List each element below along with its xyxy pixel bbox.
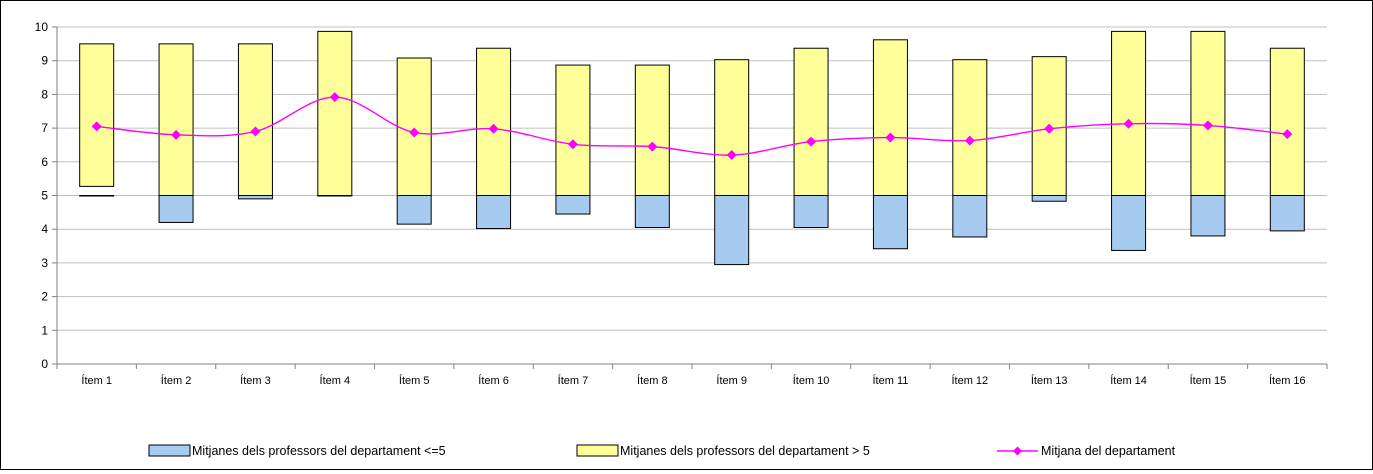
y-axis-ticks: 0 1 2 3 4 5 6 7 8 9 10 (35, 20, 57, 371)
average-point[interactable] (91, 121, 102, 132)
legend-label-average: Mitjana del departament (1041, 444, 1176, 458)
bar-high[interactable] (952, 59, 988, 197)
x-tick-label: Ítem 4 (320, 374, 351, 387)
legend: Mitjanes dels professors del departament… (148, 444, 1176, 458)
average-point[interactable] (1123, 118, 1134, 129)
bar-low[interactable] (1190, 195, 1226, 237)
average-point[interactable] (885, 132, 896, 143)
series-low-bars (79, 195, 1305, 266)
y-tick-label: 9 (41, 54, 48, 68)
average-point[interactable] (567, 139, 578, 150)
x-tick-label: Ítem 12 (951, 374, 988, 387)
bar-high[interactable] (1190, 30, 1226, 197)
bar-low[interactable] (79, 195, 115, 197)
x-tick-label: Ítem 10 (793, 374, 830, 387)
bar-low[interactable] (1031, 195, 1067, 202)
average-point[interactable] (806, 136, 817, 147)
bar-low[interactable] (952, 195, 988, 238)
x-tick-label: Ítem 16 (1269, 374, 1306, 387)
bar-low[interactable] (237, 195, 273, 200)
x-tick-label: Ítem 5 (399, 374, 430, 387)
bar-low[interactable] (872, 195, 908, 250)
x-tick-label: Ítem 9 (716, 374, 747, 387)
legend-item-low[interactable]: Mitjanes dels professors del departament… (148, 444, 446, 458)
bar-high[interactable] (79, 43, 115, 187)
bar-low[interactable] (634, 195, 670, 229)
x-tick-label: Ítem 2 (161, 374, 192, 387)
y-tick-label: 7 (41, 121, 48, 135)
x-tick-label: Ítem 3 (240, 374, 271, 387)
legend-item-average[interactable]: Mitjana del departament (997, 444, 1176, 458)
average-point[interactable] (250, 126, 261, 137)
legend-marker-average (1013, 446, 1022, 456)
y-tick-label: 6 (41, 155, 48, 169)
bar-low[interactable] (714, 195, 750, 266)
y-tick-label: 4 (41, 222, 48, 236)
x-tick-label: Ítem 7 (558, 374, 589, 387)
x-tick-label: Ítem 13 (1031, 374, 1068, 387)
bar-high[interactable] (317, 30, 353, 197)
bar-high[interactable] (714, 59, 750, 197)
x-axis-ticks: Ítem 1 Ítem 2 Ítem 3 Ítem 4 Ítem 5 Ítem 6 Ítem… (81, 374, 1305, 387)
y-tick-label: 2 (41, 290, 48, 304)
average-point[interactable] (488, 123, 499, 134)
bar-low[interactable] (1269, 195, 1305, 232)
average-point[interactable] (171, 129, 182, 140)
bar-high[interactable] (872, 39, 908, 196)
bar-high[interactable] (237, 43, 273, 196)
y-tick-label: 5 (41, 189, 48, 203)
bar-high[interactable] (1111, 30, 1147, 197)
x-tick-label: Ítem 8 (637, 374, 668, 387)
bar-low[interactable] (1111, 195, 1147, 251)
average-point[interactable] (964, 135, 975, 146)
average-line (96, 96, 1288, 156)
average-point[interactable] (409, 127, 420, 138)
bar-high[interactable] (1269, 47, 1305, 196)
legend-swatch-low (148, 444, 191, 457)
bar-low[interactable] (476, 195, 512, 230)
x-tick-label: Ítem 6 (478, 374, 509, 387)
x-tick-label: Ítem 15 (1190, 374, 1227, 387)
average-point[interactable] (647, 141, 658, 152)
y-tick-label: 8 (41, 87, 48, 101)
bar-high[interactable] (476, 47, 512, 196)
average-point[interactable] (726, 150, 737, 161)
series-average-line (91, 92, 1293, 161)
y-tick-label: 1 (41, 323, 48, 337)
y-tick-label: 10 (35, 20, 49, 34)
bar-low[interactable] (396, 195, 432, 225)
bar-high[interactable] (793, 47, 829, 196)
legend-label-low: Mitjanes dels professors del departament… (192, 444, 446, 458)
x-tick-label: Ítem 1 (81, 374, 112, 387)
bar-high[interactable] (555, 64, 591, 197)
bar-high[interactable] (396, 57, 432, 197)
series-high-bars (79, 30, 1305, 197)
legend-swatch-high (576, 444, 619, 457)
legend-item-high[interactable]: Mitjanes dels professors del departament… (576, 444, 870, 458)
average-point[interactable] (1044, 123, 1055, 134)
average-point[interactable] (1282, 129, 1293, 140)
x-tick-label: Ítem 14 (1110, 374, 1147, 387)
average-point[interactable] (329, 92, 340, 103)
bar-high[interactable] (634, 64, 670, 197)
legend-label-high: Mitjanes dels professors del departament… (620, 444, 870, 458)
bar-low[interactable] (555, 195, 591, 215)
bar-low[interactable] (158, 195, 194, 223)
bar-low[interactable] (793, 195, 829, 229)
bar-high[interactable] (158, 43, 194, 196)
y-tick-label: 0 (41, 357, 48, 371)
x-tick-label: Ítem 11 (873, 374, 909, 387)
y-tick-label: 3 (41, 256, 48, 270)
average-point[interactable] (1202, 120, 1213, 131)
